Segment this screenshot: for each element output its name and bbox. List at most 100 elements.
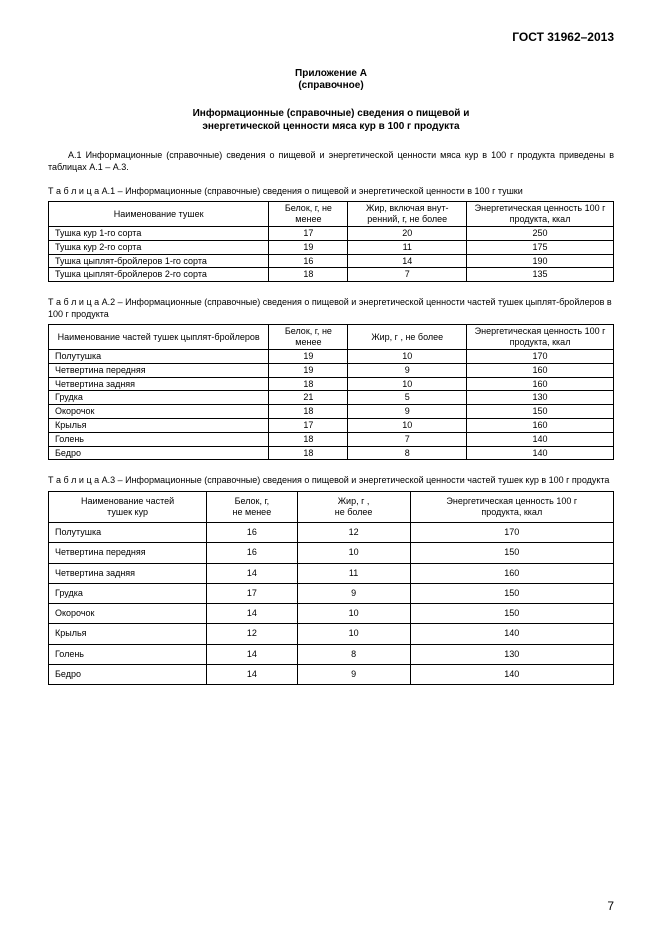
- table-a3: Наименование частейтушек кур Белок, г,не…: [48, 491, 614, 686]
- row-value: 160: [467, 377, 614, 391]
- row-value: 7: [348, 268, 467, 282]
- row-value: 130: [410, 644, 613, 664]
- table-row: Полутушка1910170: [49, 350, 614, 364]
- row-value: 10: [297, 624, 410, 644]
- intro-text: А.1 Информационные (справочные) сведения…: [48, 150, 614, 172]
- table-a2: Наименование частей тушек цыплят-бройлер…: [48, 324, 614, 460]
- table-row: Крылья1710160: [49, 419, 614, 433]
- row-value: 170: [410, 523, 613, 543]
- row-value: 18: [269, 446, 348, 460]
- table-row: Грудка179150: [49, 583, 614, 603]
- table-row: Полутушка1612170: [49, 523, 614, 543]
- row-value: 190: [467, 254, 614, 268]
- row-value: 19: [269, 363, 348, 377]
- table-row: Голень148130: [49, 644, 614, 664]
- table-header: Белок, г, не менее: [269, 202, 348, 227]
- row-value: 17: [207, 583, 297, 603]
- row-value: 160: [467, 363, 614, 377]
- row-value: 135: [467, 268, 614, 282]
- row-value: 9: [297, 583, 410, 603]
- row-value: 11: [348, 240, 467, 254]
- document-code: ГОСТ 31962–2013: [48, 30, 614, 44]
- table1-caption: Т а б л и ц а А.1 – Информационные (спра…: [48, 185, 614, 197]
- row-name: Четвертина задняя: [49, 377, 269, 391]
- row-name: Четвертина задняя: [49, 563, 207, 583]
- row-value: 16: [269, 254, 348, 268]
- row-value: 150: [410, 583, 613, 603]
- row-name: Тушка кур 2-го сорта: [49, 240, 269, 254]
- row-value: 16: [207, 523, 297, 543]
- row-value: 10: [348, 350, 467, 364]
- main-title-line2: энергетической ценности мяса кур в 100 г…: [202, 121, 459, 132]
- row-value: 140: [410, 624, 613, 644]
- table-row: Тушка цыплят-бройлеров 2-го сорта187135: [49, 268, 614, 282]
- row-value: 10: [348, 419, 467, 433]
- row-value: 11: [297, 563, 410, 583]
- row-name: Окорочок: [49, 405, 269, 419]
- row-name: Крылья: [49, 624, 207, 644]
- row-value: 12: [207, 624, 297, 644]
- row-value: 7: [348, 432, 467, 446]
- row-value: 160: [410, 563, 613, 583]
- table-a1: Наименование тушекБелок, г, не менееЖир,…: [48, 201, 614, 282]
- table-row: Голень187140: [49, 432, 614, 446]
- table2-caption: Т а б л и ц а А.2 – Информационные (спра…: [48, 296, 614, 320]
- row-name: Голень: [49, 644, 207, 664]
- table-row: Четвертина передняя1610150: [49, 543, 614, 563]
- row-name: Бедро: [49, 446, 269, 460]
- table-row: Бедро188140: [49, 446, 614, 460]
- appendix-subtitle: (справочное): [48, 80, 614, 91]
- row-value: 14: [207, 563, 297, 583]
- table-row: Бедро149140: [49, 664, 614, 684]
- t3-header-fat: Жир, г ,не более: [297, 491, 410, 523]
- table-header: Наименование тушек: [49, 202, 269, 227]
- row-name: Тушка кур 1-го сорта: [49, 227, 269, 241]
- row-name: Бедро: [49, 664, 207, 684]
- table-header: Энергетическая ценность 100 г продукта, …: [467, 325, 614, 350]
- main-title: Информационные (справочные) сведения о п…: [48, 107, 614, 133]
- row-value: 9: [348, 363, 467, 377]
- table-row: Тушка кур 2-го сорта1911175: [49, 240, 614, 254]
- row-name: Грудка: [49, 583, 207, 603]
- table3-caption: Т а б л и ц а А.3 – Информационные (спра…: [48, 474, 614, 486]
- row-value: 8: [348, 446, 467, 460]
- table-row: Четвертина задняя1411160: [49, 563, 614, 583]
- row-value: 17: [269, 227, 348, 241]
- row-value: 175: [467, 240, 614, 254]
- row-value: 150: [410, 543, 613, 563]
- table-row: Тушка кур 1-го сорта1720250: [49, 227, 614, 241]
- table-header: Белок, г, не менее: [269, 325, 348, 350]
- row-name: Грудка: [49, 391, 269, 405]
- row-name: Четвертина передняя: [49, 363, 269, 377]
- intro-paragraph: А.1 Информационные (справочные) сведения…: [48, 149, 614, 173]
- table-row: Крылья1210140: [49, 624, 614, 644]
- row-value: 140: [410, 664, 613, 684]
- row-value: 18: [269, 377, 348, 391]
- row-value: 12: [297, 523, 410, 543]
- row-value: 10: [297, 604, 410, 624]
- row-value: 9: [297, 664, 410, 684]
- page-number: 7: [607, 899, 614, 913]
- row-value: 140: [467, 432, 614, 446]
- row-name: Полутушка: [49, 350, 269, 364]
- row-name: Полутушка: [49, 523, 207, 543]
- table-row: Четвертина передняя199160: [49, 363, 614, 377]
- row-value: 19: [269, 240, 348, 254]
- row-value: 170: [467, 350, 614, 364]
- row-name: Тушка цыплят-бройлеров 1-го сорта: [49, 254, 269, 268]
- row-value: 18: [269, 405, 348, 419]
- row-value: 21: [269, 391, 348, 405]
- row-value: 9: [348, 405, 467, 419]
- row-value: 14: [348, 254, 467, 268]
- table-row: Грудка215130: [49, 391, 614, 405]
- table-row: Окорочок189150: [49, 405, 614, 419]
- row-name: Четвертина передняя: [49, 543, 207, 563]
- row-value: 20: [348, 227, 467, 241]
- row-value: 14: [207, 604, 297, 624]
- table-header: Энергетическая ценность 100 г продукта, …: [467, 202, 614, 227]
- table-row: Тушка цыплят-бройлеров 1-го сорта1614190: [49, 254, 614, 268]
- row-value: 18: [269, 432, 348, 446]
- row-value: 150: [410, 604, 613, 624]
- row-value: 16: [207, 543, 297, 563]
- row-name: Крылья: [49, 419, 269, 433]
